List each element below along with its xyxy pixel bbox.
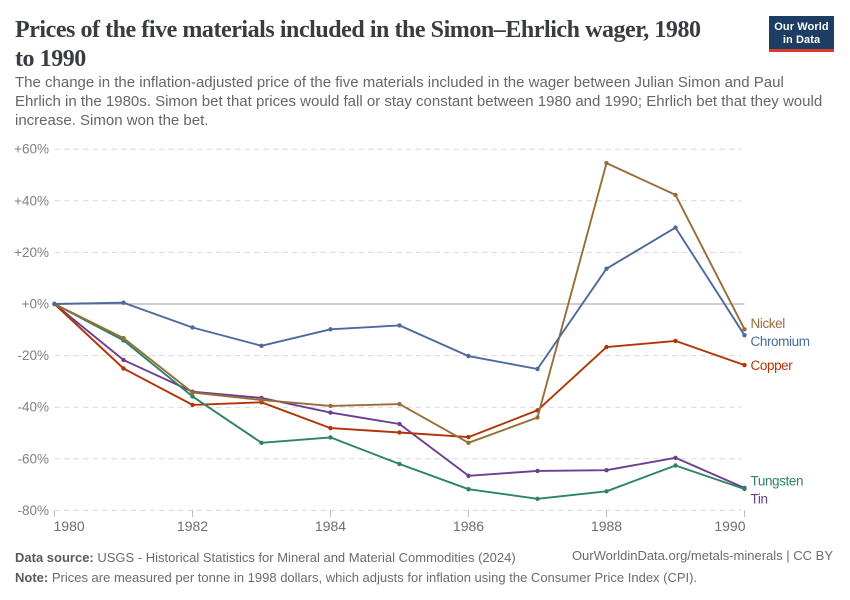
svg-text:-60%: -60%	[17, 451, 49, 466]
svg-text:Nickel: Nickel	[751, 316, 786, 331]
svg-text:+20%: +20%	[14, 245, 49, 260]
svg-text:1982: 1982	[177, 518, 208, 534]
svg-text:-80%: -80%	[17, 503, 49, 518]
svg-text:Chromium: Chromium	[751, 334, 810, 349]
svg-text:1990: 1990	[714, 518, 745, 534]
svg-text:-40%: -40%	[17, 400, 49, 415]
svg-text:1984: 1984	[315, 518, 346, 534]
svg-text:+0%: +0%	[22, 297, 49, 312]
svg-text:1988: 1988	[591, 518, 622, 534]
svg-text:Copper: Copper	[751, 358, 794, 373]
svg-text:1986: 1986	[453, 518, 484, 534]
svg-text:Tin: Tin	[751, 492, 768, 507]
svg-text:+40%: +40%	[14, 193, 49, 208]
svg-text:+60%: +60%	[14, 142, 49, 157]
svg-text:Tungsten: Tungsten	[751, 474, 804, 489]
svg-text:1980: 1980	[54, 518, 85, 534]
svg-text:-20%: -20%	[17, 348, 49, 363]
